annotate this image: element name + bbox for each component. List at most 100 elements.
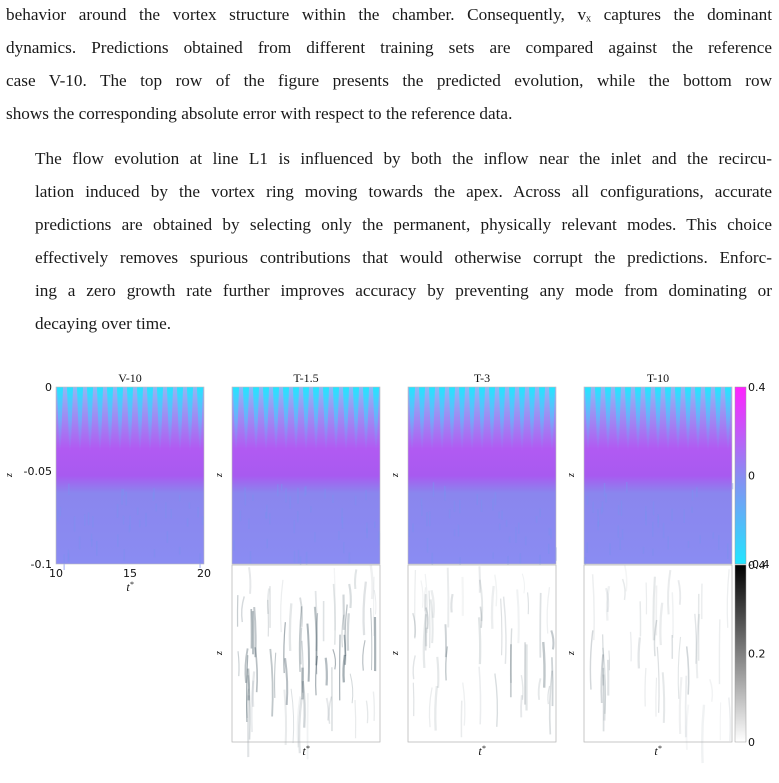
- error-streak: [369, 565, 374, 600]
- flow-speckle: [91, 539, 93, 547]
- flow-speckle: [524, 536, 527, 546]
- error-streak: [341, 614, 345, 648]
- flow-speckle: [117, 534, 119, 547]
- flow-speckle: [90, 533, 93, 542]
- panel-title: V-10: [118, 371, 142, 385]
- flow-speckle: [718, 535, 720, 550]
- flow-streak: [167, 387, 173, 453]
- error-streak: [248, 567, 252, 594]
- flow-speckle: [431, 552, 434, 566]
- flow-speckle: [166, 531, 169, 543]
- flow-streak: [333, 387, 339, 453]
- flow-streak: [363, 387, 369, 453]
- error-streak: [343, 634, 347, 665]
- flow-speckle: [289, 496, 292, 509]
- flow-speckle: [285, 487, 287, 503]
- error-streak: [428, 687, 433, 728]
- error-streak: [429, 599, 434, 644]
- flow-speckle: [592, 501, 594, 513]
- flow-speckle: [683, 509, 685, 523]
- error-streak: [677, 636, 682, 699]
- colorbar-tick-label: 0: [748, 470, 755, 483]
- flow-speckle: [448, 509, 451, 519]
- error-streak: [678, 677, 683, 734]
- error-streak: [313, 606, 318, 666]
- flow-speckle: [548, 527, 550, 536]
- y-tick-label: -0.05: [24, 465, 52, 478]
- flow-speckle: [122, 515, 125, 525]
- flow-streak: [373, 387, 379, 453]
- flow-streak: [725, 387, 731, 453]
- error-streak: [290, 688, 295, 744]
- flow-speckle: [603, 482, 606, 497]
- panel-frame: [407, 386, 557, 565]
- error-streak: [412, 655, 416, 680]
- error-streak: [728, 697, 731, 742]
- flow-speckle: [63, 554, 65, 571]
- text-line: behavior around the vortex structure wit…: [6, 5, 772, 24]
- flow-speckle: [297, 511, 299, 523]
- flow-speckle: [645, 511, 647, 526]
- flow-speckle: [366, 528, 368, 539]
- text-line: effectively removes spurious contributio…: [35, 248, 772, 267]
- error-streak: [247, 695, 250, 758]
- panel-frame: [231, 564, 381, 743]
- text-line: decaying over time.: [35, 314, 172, 333]
- error-streak: [608, 650, 611, 671]
- panel-title: T-10: [647, 371, 669, 385]
- flow-streak: [293, 387, 299, 453]
- flow-speckle: [621, 529, 624, 540]
- error-streak: [539, 592, 542, 658]
- flow-speckle: [597, 520, 600, 527]
- flow-speckle: [600, 507, 603, 515]
- flow-streak: [353, 387, 359, 453]
- flow-streak: [499, 387, 505, 453]
- flow-streak: [715, 387, 721, 453]
- flow-speckle: [412, 523, 414, 533]
- error-streak: [246, 668, 251, 701]
- x-axis-label: t*: [302, 744, 309, 758]
- flow-streak: [147, 387, 153, 453]
- error-streak: [267, 599, 270, 637]
- flow-streak: [509, 387, 515, 453]
- flow-speckle: [366, 522, 368, 533]
- flow-speckle: [59, 506, 62, 517]
- panel-frame: [55, 386, 205, 565]
- flow-speckle: [605, 493, 607, 503]
- flow-speckle: [687, 540, 690, 548]
- flow-streak: [233, 387, 239, 453]
- error-streak: [520, 695, 523, 718]
- flow-speckle: [348, 552, 351, 564]
- error-streak: [365, 700, 369, 724]
- panel-frame-top: [407, 564, 557, 743]
- error-streak: [659, 602, 664, 646]
- error-streak: [425, 607, 429, 629]
- flow-speckle: [480, 499, 483, 512]
- flow-speckle: [586, 542, 588, 553]
- error-streak: [726, 569, 730, 628]
- flow-speckle: [121, 488, 123, 505]
- error-streak: [527, 592, 530, 615]
- error-streak: [546, 587, 551, 634]
- error-streak: [296, 696, 302, 748]
- error-panel: [583, 564, 733, 764]
- error-streak: [462, 682, 466, 726]
- flow-speckle: [153, 548, 156, 558]
- x-axis-label: t*: [126, 580, 133, 594]
- error-streak: [653, 619, 658, 657]
- flow-streak: [489, 387, 495, 453]
- error-streak: [346, 613, 350, 651]
- flow-streak: [409, 387, 415, 453]
- flow-speckle: [324, 488, 326, 499]
- flow-speckle: [178, 546, 181, 555]
- flow-speckle: [426, 512, 428, 527]
- flow-speckle: [125, 491, 127, 506]
- flow-speckle: [428, 511, 431, 527]
- flow-speckle: [280, 484, 283, 491]
- error-streak: [414, 569, 417, 638]
- y-axis-label: z: [4, 473, 15, 478]
- error-streak: [240, 596, 245, 623]
- flow-speckle: [515, 527, 517, 543]
- flow-speckle: [492, 498, 494, 511]
- error-streak: [324, 657, 328, 686]
